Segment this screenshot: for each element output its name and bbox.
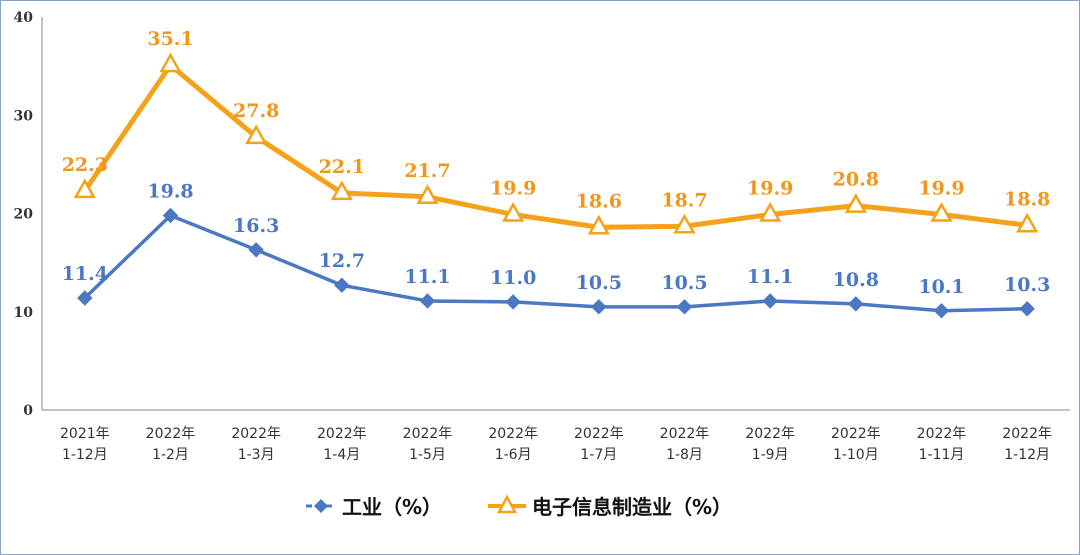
legend-diamond-icon [314,499,328,513]
data-point-diamond [1019,301,1035,317]
data-label: 19.9 [490,177,536,199]
data-point-triangle [330,180,353,201]
data-label: 11.1 [404,266,450,288]
data-label: 12.7 [319,250,365,272]
data-point-diamond [248,242,264,258]
y-tick-label: 40 [14,10,34,26]
data-label: 11.4 [62,263,108,285]
x-tick-label-period: 1-5月 [409,447,446,463]
y-tick-label: 10 [14,305,34,321]
data-point-diamond [77,290,93,306]
data-label: 18.8 [1004,188,1050,210]
data-point-diamond [505,294,521,310]
x-tick-label-period: 1-9月 [752,447,789,463]
x-tick-label-period: 1-7月 [580,447,617,463]
x-tick-label-year: 2022年 [488,426,538,442]
x-tick-label-period: 1-3月 [238,447,275,463]
x-tick-label-period: 1-4月 [323,447,360,463]
data-point-triangle [1016,212,1039,233]
data-point-triangle [245,124,268,145]
data-label: 18.7 [661,189,707,211]
x-tick-label-year: 2022年 [1002,426,1052,442]
data-point-diamond [419,293,436,309]
data-point-triangle [502,201,525,222]
x-tick-label-year: 2022年 [317,426,367,442]
legend-label-1: 电子信息制造业（%） [532,495,732,519]
legend-label-0: 工业（%） [342,495,442,519]
data-label: 11.0 [490,267,536,289]
y-tick-label: 0 [23,403,33,419]
data-label: 19.9 [747,177,793,199]
data-point-diamond [762,293,778,309]
x-tick-label-year: 2022年 [917,426,967,442]
data-label: 18.6 [576,190,622,212]
x-tick-label-period: 1-6月 [495,447,532,463]
x-tick-label-year: 2022年 [231,426,281,442]
data-point-diamond [162,207,179,224]
data-point-triangle [73,178,96,199]
x-tick-label-period: 1-12月 [1004,447,1050,463]
data-point-diamond [591,299,607,315]
x-tick-label-period: 1-2月 [152,447,189,463]
data-label: 20.8 [833,169,879,191]
data-point-triangle [930,201,953,222]
x-tick-label-year: 2022年 [660,426,710,442]
data-label: 10.5 [661,272,707,294]
data-point-diamond [933,303,950,319]
x-tick-label-year: 2022年 [146,426,196,442]
data-point-diamond [676,299,693,315]
data-point-triangle [416,184,439,205]
data-label: 11.1 [747,266,793,288]
data-label: 16.3 [233,215,279,237]
x-tick-label-year: 2022年 [574,426,624,442]
series-line-0 [83,213,1028,313]
series-line-1 [82,62,1028,230]
data-label: 19.9 [918,177,964,199]
y-tick-label: 20 [14,207,34,223]
data-label: 10.3 [1004,274,1050,296]
legend-triangle-icon [496,494,518,514]
x-tick-label-period: 1-12月 [62,447,108,463]
data-point-triangle [587,214,610,235]
data-label: 22.3 [62,154,108,176]
x-tick-label-year: 2021年 [60,426,110,442]
data-point-triangle [159,52,182,73]
data-label: 22.1 [319,156,365,178]
data-label: 35.1 [147,28,193,50]
data-point-triangle [759,201,782,222]
x-tick-label-year: 2022年 [831,426,881,442]
data-label: 27.8 [233,100,279,122]
data-point-diamond [334,277,350,293]
y-tick-label: 30 [14,108,34,124]
data-label: 19.8 [147,180,193,202]
data-point-diamond [848,296,864,312]
data-label: 10.5 [576,272,622,294]
x-tick-label-period: 1-8月 [666,447,703,463]
data-label: 21.7 [404,160,450,182]
data-point-triangle [673,213,696,234]
x-tick-label-period: 1-10月 [833,447,879,463]
data-point-triangle [844,193,867,213]
x-tick-label-year: 2022年 [403,426,453,442]
x-tick-label-period: 1-11月 [919,447,965,463]
data-label: 10.8 [833,269,879,291]
x-tick-label-year: 2022年 [745,426,795,442]
data-label: 10.1 [918,276,964,298]
